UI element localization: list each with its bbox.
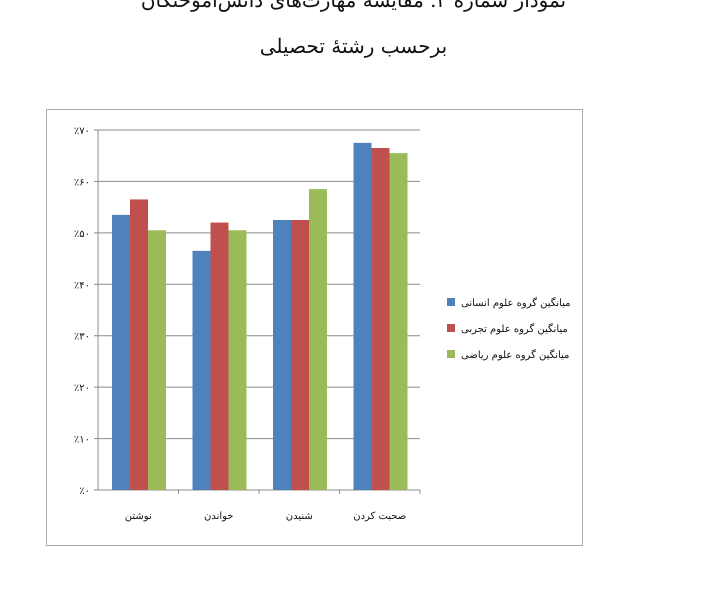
y-tick-label: ٪۵۰ <box>74 229 90 240</box>
legend-swatch <box>447 324 455 332</box>
bar <box>210 222 229 491</box>
chart-subtitle: برحسب رشتهٔ تحصیلی <box>259 34 448 58</box>
x-category-label: صحبت کردن <box>353 511 406 522</box>
bar <box>371 148 390 490</box>
legend-swatch <box>447 298 455 306</box>
legend-label: میانگین گروه علوم انسانی <box>461 297 571 309</box>
bar <box>353 142 372 490</box>
bar <box>309 189 327 490</box>
y-tick-label: ٪۱۰ <box>74 435 90 446</box>
bar <box>389 153 408 490</box>
chart-title: نمودار شماره ۳. مقایسه مهارت‌های دانش‌آم… <box>140 0 567 12</box>
y-tick-label: ٪۴۰ <box>74 280 90 291</box>
y-tick-label: ٪۶۰ <box>74 177 90 188</box>
legend-label: میانگین گروه علوم تجربی <box>461 323 568 335</box>
bar <box>228 230 247 491</box>
bar <box>192 250 211 490</box>
y-tick-label: ٪۰ <box>79 486 90 497</box>
legend-label: میانگین گروه علوم ریاضی <box>461 349 569 361</box>
y-tick-label: ٪۷۰ <box>74 126 90 137</box>
legend-swatch <box>447 350 455 358</box>
bar <box>291 220 309 490</box>
bar <box>112 214 130 490</box>
y-tick-label: ٪۲۰ <box>74 383 90 394</box>
x-category-label: شنیدن <box>286 511 313 522</box>
x-category-label: نوشتن <box>125 511 152 522</box>
x-category-label: خواندن <box>204 511 234 522</box>
y-tick-label: ٪۳۰ <box>74 332 90 343</box>
bar <box>273 220 291 490</box>
bar <box>130 199 148 490</box>
bar <box>148 230 166 491</box>
